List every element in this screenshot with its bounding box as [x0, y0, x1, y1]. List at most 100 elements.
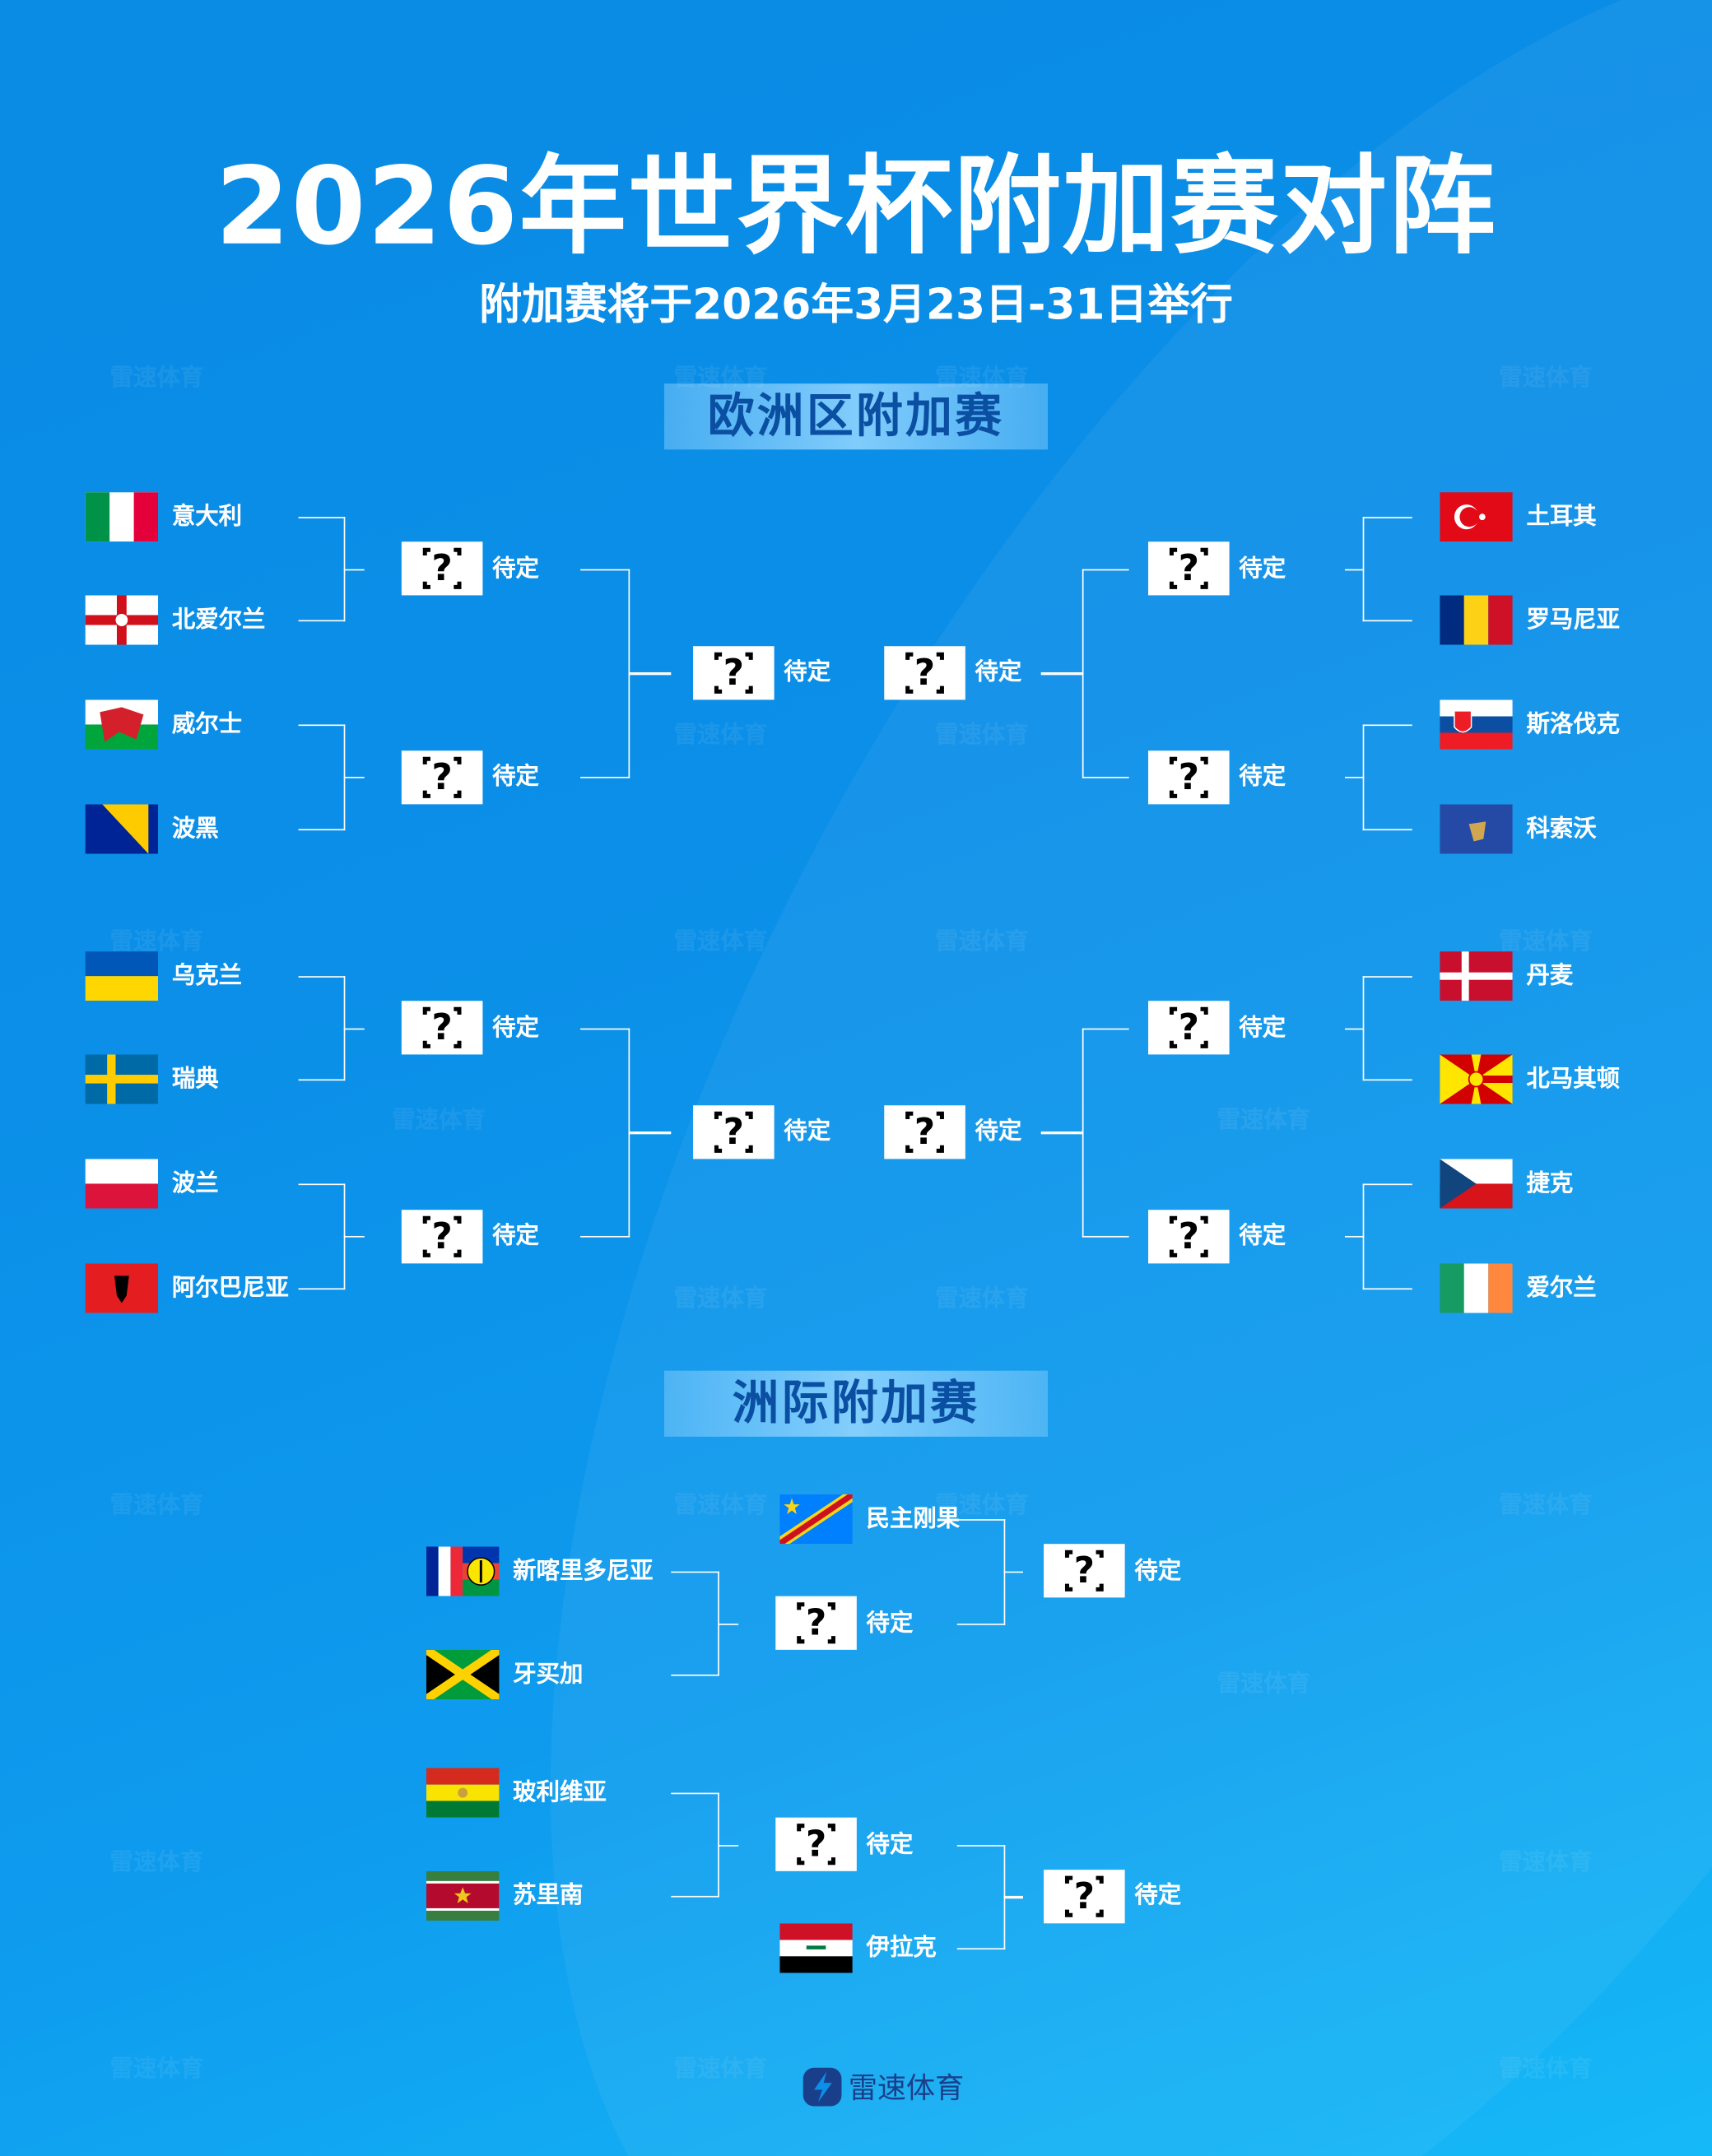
- bracket-line: [1344, 776, 1365, 779]
- team-name: 牙买加: [513, 1661, 584, 1689]
- bracket-line: [343, 568, 365, 571]
- svg-text:?: ?: [1179, 756, 1199, 797]
- bracket-line: [1082, 1027, 1085, 1238]
- logo-text: 雷速体育: [848, 2071, 965, 2105]
- watermark: 雷速体育: [1499, 927, 1593, 956]
- bracket-line: [298, 976, 346, 978]
- team-name: 乌克兰: [171, 962, 243, 990]
- flag-slovakia: [1440, 699, 1513, 750]
- question-mark-icon: ?: [1169, 1215, 1208, 1257]
- flag-ireland: [1440, 1263, 1513, 1313]
- watermark: 雷速体育: [673, 1491, 768, 1520]
- bracket-line: [1344, 568, 1365, 571]
- svg-text:?: ?: [914, 1112, 935, 1153]
- watermark: 雷速体育: [935, 927, 1029, 956]
- tbd-label: 待定: [784, 658, 831, 687]
- tbd-label: 待定: [492, 763, 539, 791]
- svg-text:?: ?: [432, 1215, 453, 1257]
- bracket-line: [1362, 829, 1413, 831]
- question-mark-icon: ?: [714, 652, 753, 694]
- tbd-box: ?: [1044, 1544, 1125, 1598]
- flag-italy: [85, 492, 159, 542]
- watermark: 雷速体育: [673, 364, 768, 393]
- tbd-box: ?: [1148, 541, 1230, 596]
- question-mark-icon: ?: [1169, 755, 1208, 797]
- bracket-line: [298, 829, 346, 831]
- question-mark-icon: ?: [1064, 1550, 1104, 1591]
- flag-suriname: [426, 1870, 500, 1921]
- bracket-line: [1082, 776, 1130, 779]
- flag-iraq: [779, 1923, 853, 1973]
- question-mark-icon: ?: [422, 755, 462, 797]
- watermark: 雷速体育: [935, 364, 1029, 393]
- bracket-line: [343, 1235, 365, 1238]
- tbd-box: ?: [693, 1104, 775, 1159]
- bracket-line: [628, 672, 672, 675]
- flag-bosnia: [85, 804, 159, 854]
- flag-new-caledonia: [426, 1546, 500, 1596]
- flag-denmark: [1440, 951, 1513, 1001]
- watermark: 雷速体育: [109, 364, 204, 393]
- tbd-label: 待定: [1239, 1222, 1286, 1250]
- bracket-line: [1082, 1235, 1130, 1238]
- bracket-line: [298, 1183, 346, 1186]
- svg-text:?: ?: [914, 653, 935, 694]
- team-name: 威尔士: [171, 710, 243, 739]
- bracket-line: [1362, 724, 1365, 831]
- tbd-label: 待定: [1239, 763, 1286, 791]
- question-mark-icon: ?: [905, 1111, 944, 1153]
- team-name: 爱尔兰: [1526, 1274, 1597, 1303]
- bracket-line: [1344, 1027, 1365, 1030]
- bracket-line: [1082, 1027, 1130, 1030]
- page-subtitle: 附加赛将于2026年3月23日-31日举行: [479, 280, 1233, 330]
- team-name: 伊拉克: [866, 1934, 937, 1963]
- bracket-line: [1362, 1183, 1365, 1290]
- bracket-line: [1362, 976, 1365, 1081]
- svg-text:?: ?: [1074, 1876, 1095, 1917]
- svg-text:?: ?: [806, 1824, 826, 1865]
- svg-text:?: ?: [432, 1007, 453, 1048]
- watermark: 雷速体育: [1499, 1849, 1593, 1877]
- bracket-line: [298, 620, 346, 622]
- bracket-line: [1040, 672, 1085, 675]
- team-name: 捷克: [1526, 1169, 1574, 1198]
- team-name: 苏里南: [513, 1882, 584, 1910]
- question-mark-icon: ?: [905, 652, 944, 694]
- tbd-label: 待定: [492, 1222, 539, 1250]
- bracket-line: [580, 568, 630, 571]
- tbd-label: 待定: [975, 1117, 1022, 1146]
- tbd-box: ?: [884, 1104, 965, 1159]
- team-name: 罗马尼亚: [1526, 606, 1621, 634]
- flag-romania: [1440, 595, 1513, 645]
- flag-czechia: [1440, 1159, 1513, 1209]
- bracket-line: [1362, 976, 1413, 978]
- question-mark-icon: ?: [797, 1602, 835, 1643]
- svg-text:?: ?: [723, 1112, 744, 1153]
- tbd-box: ?: [1044, 1869, 1125, 1923]
- bracket-line: [1362, 620, 1413, 622]
- team-name: 北马其顿: [1526, 1065, 1621, 1094]
- tbd-box: ?: [775, 1817, 857, 1871]
- tbd-label: 待定: [1134, 1882, 1182, 1911]
- team-name: 民主刚果: [866, 1505, 961, 1533]
- watermark: 雷速体育: [109, 2055, 204, 2084]
- flag-northern-ireland: [85, 595, 159, 645]
- watermark: 雷速体育: [1217, 1106, 1311, 1135]
- bracket-line: [671, 1895, 720, 1898]
- bracket-line: [298, 517, 346, 519]
- section-banner-intercontinental: 洲际附加赛: [663, 1370, 1049, 1437]
- watermark: 雷速体育: [1499, 1491, 1593, 1520]
- bracket-line: [1003, 1571, 1024, 1573]
- page-title: 2026年世界杯附加赛对阵: [215, 146, 1497, 270]
- watermark: 雷速体育: [935, 722, 1029, 750]
- bracket-line: [1344, 1235, 1365, 1238]
- team-name: 玻利维亚: [513, 1778, 607, 1807]
- tbd-label: 待定: [492, 555, 539, 583]
- flag-dr-congo: [779, 1494, 853, 1545]
- question-mark-icon: ?: [422, 1215, 462, 1257]
- bracket-line: [671, 1571, 720, 1573]
- flag-north-macedonia: [1440, 1054, 1513, 1104]
- bracket-line: [718, 1623, 739, 1625]
- tbd-box: ?: [401, 750, 483, 804]
